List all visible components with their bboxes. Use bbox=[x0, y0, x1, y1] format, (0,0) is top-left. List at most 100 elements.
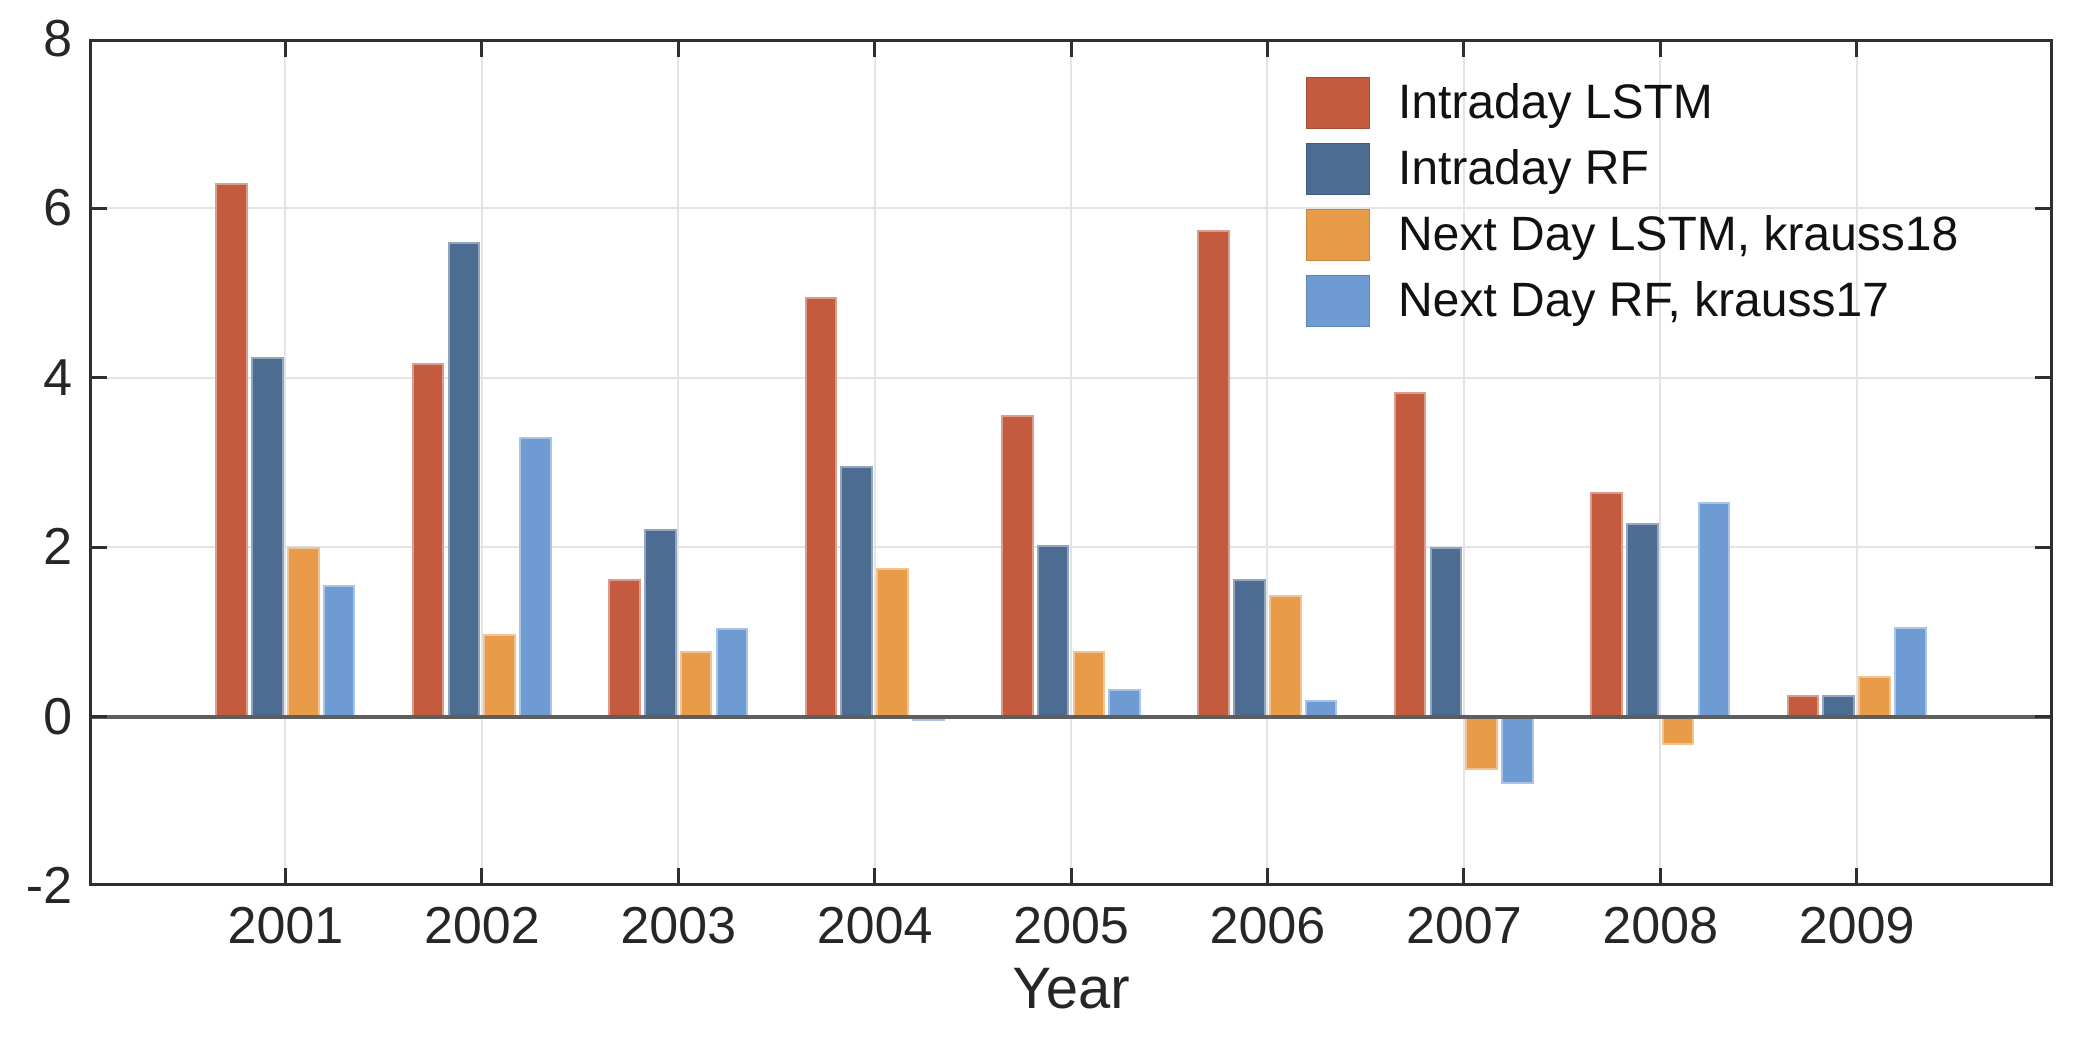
x-tick-mark bbox=[1265, 868, 1269, 886]
y-tick-mark bbox=[2035, 206, 2053, 210]
y-tick-mark bbox=[2035, 715, 2053, 719]
x-tick-mark bbox=[1069, 868, 1073, 886]
bar bbox=[1036, 544, 1070, 717]
legend-label: Intraday LSTM bbox=[1398, 76, 1713, 129]
x-tick-label: 2009 bbox=[1798, 897, 1915, 955]
vertical-gridline bbox=[1266, 39, 1269, 886]
bar bbox=[1269, 595, 1302, 717]
vertical-gridline bbox=[677, 39, 680, 886]
horizontal-gridline bbox=[89, 207, 2053, 210]
x-tick-label: 2002 bbox=[423, 897, 540, 955]
bar bbox=[322, 585, 356, 717]
bar bbox=[1786, 694, 1820, 717]
vertical-gridline bbox=[873, 39, 876, 886]
x-tick-mark bbox=[873, 39, 877, 57]
x-tick-label: 2004 bbox=[816, 897, 933, 955]
y-tick-mark bbox=[89, 715, 107, 719]
vertical-gridline bbox=[1855, 39, 1858, 886]
legend-item: Intraday LSTM bbox=[1306, 70, 1958, 136]
legend-item: Next Day RF, krauss17 bbox=[1306, 268, 1958, 334]
bar bbox=[1429, 547, 1463, 717]
bar bbox=[411, 362, 445, 717]
y-tick-mark bbox=[89, 206, 107, 210]
bar bbox=[1661, 716, 1695, 745]
y-tick-mark bbox=[2035, 545, 2053, 549]
bar bbox=[1108, 689, 1141, 717]
x-tick-mark bbox=[1069, 39, 1073, 57]
x-tick-mark bbox=[873, 868, 877, 886]
x-tick-label: 2001 bbox=[227, 897, 344, 955]
horizontal-gridline bbox=[89, 546, 2053, 549]
y-tick-label: -2 bbox=[25, 857, 72, 915]
x-tick-mark bbox=[1855, 39, 1859, 57]
bar bbox=[1697, 502, 1731, 717]
y-tick-mark bbox=[89, 376, 107, 380]
bar bbox=[1626, 523, 1659, 717]
bar bbox=[1822, 695, 1855, 717]
legend-item: Next Day LSTM, krauss18 bbox=[1306, 202, 1958, 268]
y-tick-label: 4 bbox=[43, 348, 72, 407]
vertical-gridline bbox=[1070, 39, 1072, 886]
bar bbox=[1393, 392, 1427, 717]
x-tick-mark bbox=[676, 39, 680, 57]
bar bbox=[840, 465, 873, 717]
bar bbox=[679, 650, 713, 717]
bar bbox=[644, 529, 677, 717]
legend-label: Next Day LSTM, krauss18 bbox=[1398, 208, 1959, 261]
vertical-gridline bbox=[1659, 39, 1662, 886]
x-tick-mark bbox=[676, 868, 680, 886]
legend-label: Next Day RF, krauss17 bbox=[1398, 274, 1889, 327]
x-tick-label: 2003 bbox=[620, 897, 737, 955]
bar bbox=[715, 627, 749, 717]
bar bbox=[519, 437, 552, 717]
x-tick-mark bbox=[1462, 868, 1466, 886]
y-tick-label: 0 bbox=[43, 687, 72, 746]
legend-swatch bbox=[1306, 143, 1370, 195]
y-tick-mark bbox=[2035, 376, 2053, 380]
x-tick-mark bbox=[283, 39, 287, 57]
vertical-gridline bbox=[1462, 39, 1465, 886]
x-tick-mark bbox=[1265, 39, 1269, 57]
y-tick-label: 6 bbox=[43, 179, 72, 238]
bar bbox=[1858, 675, 1891, 717]
bar bbox=[1590, 492, 1623, 717]
bar bbox=[1001, 415, 1034, 717]
x-tick-mark bbox=[283, 868, 287, 886]
bar bbox=[1072, 650, 1106, 717]
x-tick-mark bbox=[1658, 39, 1662, 57]
x-axis-title: Year bbox=[1012, 956, 1130, 1021]
legend-item: Intraday RF bbox=[1306, 136, 1958, 202]
y-tick-mark bbox=[89, 545, 107, 549]
x-tick-mark bbox=[1462, 39, 1466, 57]
bar bbox=[608, 579, 641, 717]
horizontal-gridline bbox=[89, 376, 2053, 379]
x-tick-label: 2007 bbox=[1405, 897, 1522, 955]
legend: Intraday LSTM Intraday RF Next Day LSTM, k… bbox=[1306, 70, 1958, 334]
x-tick-label: 2005 bbox=[1013, 897, 1129, 955]
x-tick-mark bbox=[1658, 868, 1662, 886]
legend-swatch bbox=[1306, 77, 1370, 129]
legend-label: Intraday RF bbox=[1398, 142, 1649, 195]
vertical-gridline bbox=[284, 39, 287, 886]
vertical-gridline bbox=[480, 39, 483, 886]
x-tick-label: 2006 bbox=[1209, 897, 1326, 955]
zero-line bbox=[89, 714, 2053, 719]
bar bbox=[483, 634, 516, 717]
bar bbox=[1197, 229, 1230, 717]
legend-swatch bbox=[1306, 209, 1370, 261]
x-tick-mark bbox=[480, 868, 484, 886]
bar bbox=[1894, 626, 1927, 717]
bar bbox=[1233, 579, 1266, 717]
legend-swatch bbox=[1306, 275, 1370, 327]
bar bbox=[251, 356, 284, 717]
x-tick-label: 2008 bbox=[1602, 897, 1719, 955]
bar bbox=[1501, 716, 1534, 785]
bar bbox=[1465, 716, 1498, 770]
bar bbox=[287, 547, 320, 717]
y-tick-label: 8 bbox=[43, 10, 72, 68]
bar bbox=[215, 182, 248, 717]
bar bbox=[447, 242, 481, 717]
x-tick-mark bbox=[480, 39, 484, 57]
y-tick-label: 2 bbox=[43, 518, 72, 577]
